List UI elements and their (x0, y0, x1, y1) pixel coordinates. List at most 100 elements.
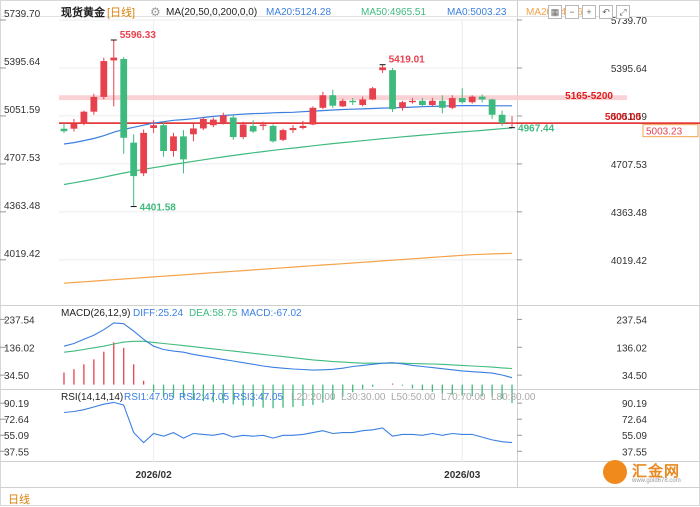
candle-body (319, 95, 327, 108)
fullscreen-icon[interactable]: ⤢ (616, 5, 630, 19)
candle (379, 64, 386, 73)
candle (488, 98, 496, 119)
y-tick-label-right: 5395.64 (611, 64, 648, 75)
extreme-label: 5596.33 (120, 30, 157, 41)
l70-value: L70:70.00 (441, 392, 486, 403)
candle-body (369, 88, 377, 100)
rsi-tick-label-left: 90.19 (4, 399, 29, 410)
candle (110, 39, 118, 107)
candle (409, 98, 416, 104)
logo-icon (603, 460, 627, 484)
candle-body (349, 100, 357, 103)
y-tick-label-right: 4707.53 (611, 160, 648, 171)
candle-body (399, 102, 406, 108)
y-tick-label-right: 5739.70 (611, 16, 648, 27)
macd-tick-label-left: 34.50 (4, 371, 29, 382)
candle-body (150, 125, 157, 129)
rsi-tick-label-right: 72.64 (622, 415, 647, 426)
candle (419, 98, 426, 107)
candle-body (438, 100, 446, 108)
candle (239, 121, 247, 140)
y-tick-label-left: 5739.70 (4, 9, 41, 20)
candle (209, 117, 217, 128)
candle-body (299, 125, 307, 129)
y-tick-label-left: 4363.48 (4, 201, 41, 212)
macd-dea-value: DEA:58.75 (189, 308, 238, 319)
extreme-label: 4967.44 (518, 124, 555, 135)
grid-icon[interactable]: ▦ (548, 5, 562, 19)
rsi-tick-label-left: 37.55 (4, 447, 29, 458)
level-line-label: 5000.00 (605, 112, 642, 123)
macd-diff-value: DIFF:25.24 (133, 308, 184, 319)
macd-params: MACD(26,12,9) (61, 308, 131, 319)
y-tick-label-left: 4707.53 (4, 153, 41, 164)
candle (438, 95, 446, 114)
candle-body (190, 128, 197, 135)
candle-body (229, 117, 237, 138)
y-tick-label-left: 5395.64 (4, 57, 41, 68)
candle (508, 116, 516, 128)
candle-body (249, 125, 257, 132)
candle-body (289, 128, 297, 131)
rsi-tick-label-right: 55.09 (622, 431, 647, 442)
y-tick-label-right: 4363.48 (611, 208, 648, 219)
candle-body (269, 125, 277, 142)
macd-dea-line (63, 340, 513, 370)
candle-body (140, 132, 148, 174)
candle (100, 57, 108, 100)
candle (90, 93, 98, 115)
candle (160, 121, 167, 157)
candle-body (468, 96, 476, 103)
candle-body (409, 100, 416, 103)
y-tick-label-left: 5051.59 (4, 105, 41, 116)
period-tab-daily[interactable]: 日线 (8, 494, 30, 506)
candle-body (160, 125, 167, 152)
band-label: 5165-5200 (565, 91, 613, 102)
rsi-tick-label-left: 55.09 (4, 431, 29, 442)
candle-body (60, 128, 68, 132)
rsi-params: RSI(14,14,14) (61, 392, 124, 403)
y-tick-label-right: 5051.59 (611, 112, 648, 123)
rsi-line (63, 401, 513, 444)
logo-text: 汇金网 (632, 463, 681, 480)
instrument-title: 现货黄金 (61, 7, 105, 19)
settings-icon[interactable]: ⚙ (150, 5, 161, 19)
candle-body (170, 136, 177, 152)
candle (130, 134, 138, 207)
minus-icon[interactable]: − (565, 5, 579, 19)
x-tick-label: 2026/02 (136, 470, 173, 481)
l30-value: L30:30.00 (341, 392, 386, 403)
candle-body (488, 99, 496, 115)
candle-body (90, 96, 98, 112)
candle-body (498, 114, 506, 124)
y-tick-label-right: 4019.42 (611, 256, 648, 267)
ma200-line (63, 252, 513, 284)
candle (359, 96, 367, 107)
candle-body (478, 96, 486, 100)
ma-params: MA(20,50,0,200,0,0) (166, 7, 258, 18)
candle (468, 95, 476, 104)
candle (478, 94, 486, 103)
candle-body (70, 123, 78, 129)
candle (229, 114, 237, 140)
back-icon[interactable]: ↶ (599, 5, 613, 19)
candle-body (120, 58, 128, 138)
candle (299, 121, 307, 130)
candle-body (180, 136, 187, 160)
candle (319, 91, 327, 110)
candle (448, 95, 456, 110)
candle (269, 124, 277, 143)
period-label: [日线] (107, 7, 136, 19)
candle (349, 98, 357, 106)
candle (60, 123, 68, 133)
candle (309, 106, 317, 126)
macd-diff-line (63, 322, 513, 379)
macd-tick-label-right: 136.02 (616, 343, 647, 354)
candle-body (329, 95, 337, 106)
site-logo: 汇金网 www.gold678.com (603, 458, 698, 488)
candle (70, 118, 78, 132)
candle (428, 98, 436, 107)
plus-icon[interactable]: + (582, 5, 596, 19)
candle (279, 128, 287, 142)
